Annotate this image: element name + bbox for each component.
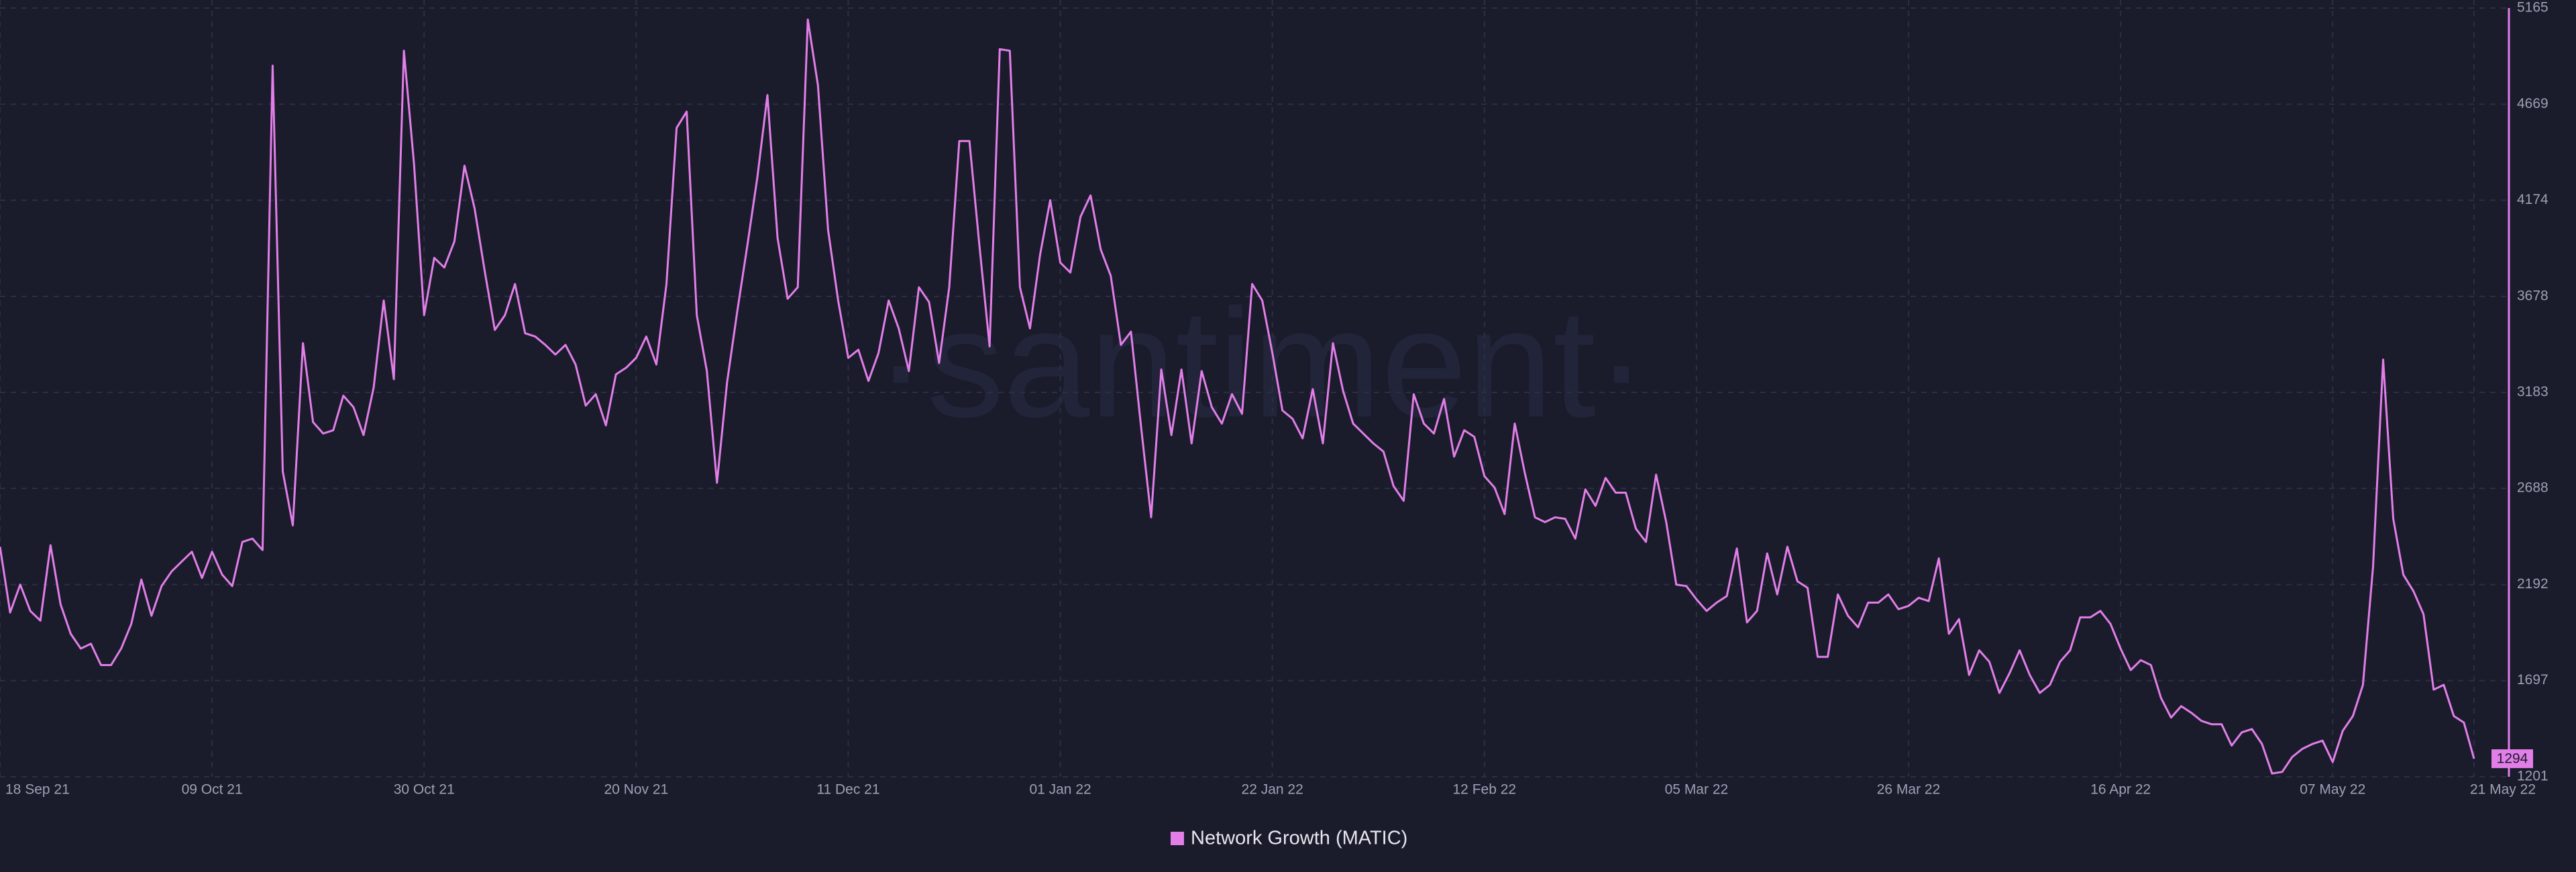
y-tick-label: 5165 — [2517, 0, 2548, 15]
line-series — [0, 18, 2475, 775]
x-tick-label: 26 Mar 22 — [1877, 782, 1941, 798]
x-tick-label: 11 Dec 21 — [816, 782, 879, 798]
y-tick-label: 1201 — [2517, 769, 2548, 784]
x-tick-label: 16 Apr 22 — [2090, 782, 2151, 798]
y-tick-label: 1697 — [2517, 672, 2548, 688]
y-tick-label: 4174 — [2517, 192, 2548, 207]
y-tick-label: 3678 — [2517, 288, 2548, 303]
x-tick-label: 12 Feb 22 — [1453, 782, 1517, 798]
legend-swatch — [1171, 832, 1184, 845]
y-tick-label: 3183 — [2517, 384, 2548, 400]
x-tick-label: 01 Jan 22 — [1029, 782, 1091, 798]
x-tick-label: 20 Nov 21 — [604, 782, 668, 798]
y-tick-label: 2688 — [2517, 480, 2548, 496]
x-tick-label: 21 May 22 — [2470, 782, 2536, 798]
legend-label: Network Growth (MATIC) — [1191, 828, 1407, 849]
y-tick-label: 4669 — [2517, 96, 2548, 111]
x-tick-label: 30 Oct 21 — [394, 782, 455, 798]
x-tick-label: 07 May 22 — [2300, 782, 2365, 798]
x-tick-label: 22 Jan 22 — [1242, 782, 1303, 798]
x-tick-label: 05 Mar 22 — [1665, 782, 1729, 798]
last-value-label: 1294 — [2497, 751, 2528, 767]
last-value-box — [2491, 749, 2533, 769]
x-tick-label: 18 Sep 21 — [5, 782, 70, 798]
watermark: ·santiment· — [875, 277, 1647, 449]
y-tick-label: 2192 — [2517, 576, 2548, 592]
x-tick-label: 09 Oct 21 — [182, 782, 243, 798]
